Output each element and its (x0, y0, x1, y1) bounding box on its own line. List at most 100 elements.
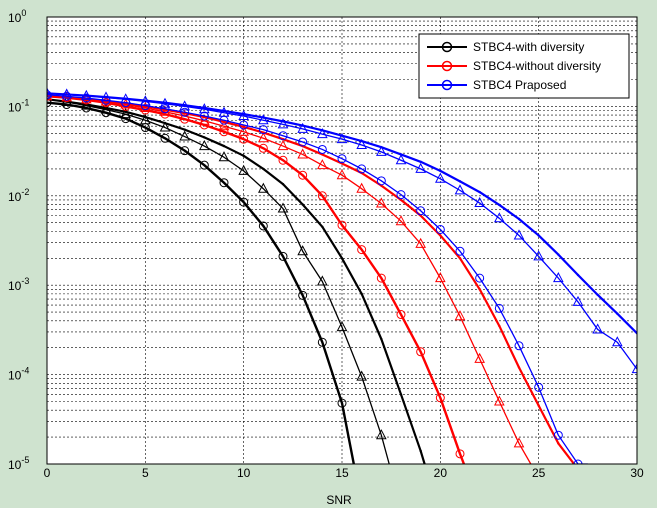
dot-marker (340, 134, 344, 137)
series-line (47, 95, 466, 464)
dot-marker (458, 257, 462, 260)
dot-marker (242, 154, 245, 158)
triangle-marker (395, 215, 407, 226)
dot-marker (576, 273, 580, 277)
circle-marker (396, 310, 406, 320)
dot-marker (242, 125, 245, 129)
legend-label: STBC4 Praposed (473, 78, 566, 92)
triangle-marker (297, 148, 308, 159)
dot-marker (104, 95, 108, 99)
dot-marker (124, 97, 127, 100)
circle-marker (435, 224, 445, 234)
circle-marker (47, 90, 52, 100)
triangle-marker (376, 429, 387, 440)
dot-marker (340, 257, 344, 260)
circle-marker (258, 143, 268, 153)
circle-marker (494, 303, 504, 313)
circle-marker (337, 220, 347, 230)
dot-marker (517, 217, 521, 221)
triangle-marker (336, 169, 348, 180)
triangle-marker (159, 121, 171, 132)
triangle-marker (238, 125, 249, 136)
circle-marker (553, 430, 563, 440)
circle-marker (435, 393, 445, 403)
circle-marker (317, 144, 327, 154)
dot-marker (222, 144, 226, 148)
triangle-marker (297, 245, 308, 256)
triangle-marker (454, 310, 466, 321)
triangle-marker (553, 272, 564, 283)
y-tick-label: 10-3 (8, 276, 29, 293)
legend-marker (441, 79, 453, 91)
dot-marker (557, 253, 560, 256)
triangle-marker (317, 275, 328, 286)
circle-marker (396, 190, 406, 200)
circle-marker (219, 127, 229, 137)
triangle-marker (258, 132, 269, 143)
circle-marker (416, 347, 426, 357)
triangle-marker (454, 184, 466, 195)
circle-marker (357, 164, 367, 174)
circle-marker (317, 191, 327, 201)
dot-marker (222, 109, 226, 113)
triangle-marker (494, 395, 505, 406)
dot-marker (498, 203, 501, 207)
circle-marker (455, 246, 465, 256)
triangle-marker (317, 128, 328, 139)
circle-marker (455, 449, 465, 459)
x-tick-label: 10 (237, 466, 251, 480)
series-line (47, 94, 588, 464)
x-tick-label: 5 (142, 466, 149, 480)
triangle-marker (317, 159, 328, 170)
plot-frame (46, 16, 638, 465)
triangle-marker (415, 162, 426, 173)
triangle-marker (356, 138, 367, 150)
circle-marker (160, 133, 170, 143)
dot-marker (478, 190, 481, 194)
circle-marker (239, 197, 249, 207)
triangle-marker (572, 295, 584, 306)
dot-marker (399, 393, 403, 396)
circle-marker (239, 120, 249, 130)
dot-marker (399, 153, 403, 156)
triangle-marker (277, 202, 289, 213)
dot-marker (380, 145, 383, 149)
dot-marker (163, 101, 167, 104)
circle-marker (298, 137, 308, 147)
series-9 (47, 92, 637, 335)
circle-marker (573, 459, 583, 464)
circle-marker (180, 107, 190, 117)
x-tick-label: 25 (532, 466, 546, 480)
circle-marker (278, 251, 288, 261)
circle-marker (278, 131, 288, 141)
triangle-marker (336, 133, 348, 144)
triangle-marker (356, 182, 367, 193)
dot-marker (419, 160, 422, 164)
legend-label: STBC4-with diversity (473, 40, 584, 54)
series-line (47, 101, 355, 464)
dot-marker (439, 169, 442, 173)
dot-marker (203, 106, 206, 110)
triangle-marker (218, 120, 230, 131)
circle-marker (160, 104, 170, 114)
axis-ticks: 0 5 10 15 20 25 30 100 10-1 10-2 10-3 10-4 10-5 (8, 8, 644, 480)
dot-marker (321, 225, 324, 229)
circle-marker (258, 125, 268, 135)
circle-marker (317, 337, 327, 347)
circle-marker (475, 273, 485, 283)
dot-marker (596, 293, 599, 297)
triangle-marker (356, 370, 367, 381)
circle-marker (376, 176, 386, 186)
x-tick-label: 30 (630, 466, 644, 480)
triangle-marker (277, 118, 289, 129)
dot-marker (262, 167, 265, 171)
dot-marker (222, 120, 226, 124)
circle-marker (376, 273, 386, 283)
triangle-marker (474, 196, 485, 208)
triangle-marker (435, 172, 446, 183)
x-tick-label: 0 (44, 466, 51, 480)
dot-marker (419, 449, 422, 453)
dot-marker (85, 94, 88, 97)
triangle-marker (612, 336, 623, 347)
